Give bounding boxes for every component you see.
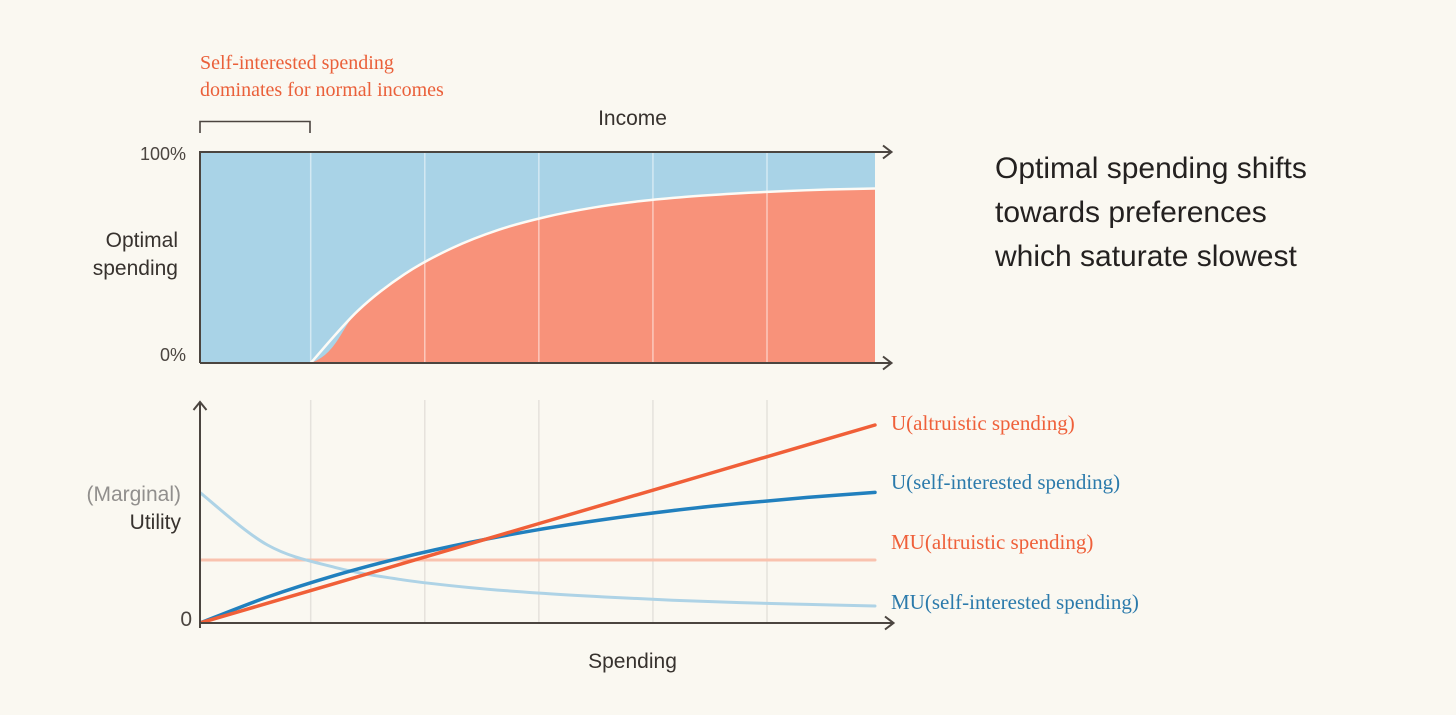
bottom-chart-axes: [192, 400, 896, 631]
annotation-bracket: [199, 120, 311, 133]
top-chart: [199, 120, 894, 371]
top-chart-y-axis-title: Optimal spending: [40, 227, 178, 283]
bottom-chart-y-axis-title: (Marginal) Utility: [40, 481, 181, 537]
bottom-chart-x-axis-title: Spending: [588, 650, 677, 673]
top-chart-y-axis-title-line2: spending: [92, 257, 178, 280]
label-mu-altruistic: MU(altruistic spending): [891, 530, 1094, 554]
bottom-chart-y-axis-title-line2: Utility: [129, 511, 181, 534]
top-chart-bottom-axis-arrow-icon: [882, 355, 894, 371]
label-u-altruistic: U(altruistic spending): [891, 411, 1075, 435]
bottom-chart: [192, 400, 896, 631]
curve-u-self: [200, 490, 877, 623]
label-u-self-interested: U(self-interested spending): [891, 470, 1121, 494]
top-chart-left-top-axis: [199, 151, 890, 363]
headline: Optimal spending shifts towards preferen…: [995, 152, 1307, 273]
label-mu-self-interested: MU(self-interested spending): [891, 590, 1139, 614]
top-chart-tick-0: 0%: [159, 345, 186, 365]
area-altruistic: [200, 188, 875, 363]
share-boundary-line: [309, 187, 875, 363]
top-chart-top-axis-arrow-icon: [882, 144, 894, 160]
bottom-chart-y-axis-title-line1: (Marginal): [86, 483, 181, 506]
bottom-chart-x-axis-arrow-icon: [884, 615, 896, 631]
top-chart-areas: [200, 152, 875, 363]
bottom-chart-curves: [200, 423, 877, 623]
top-chart-axes: [199, 120, 894, 371]
bottom-chart-y-axis-arrow-icon: [192, 400, 208, 411]
top-annotation: Self-interested spending dominates for n…: [200, 50, 444, 104]
top-annotation-line1: Self-interested spending: [200, 52, 394, 74]
curve-u-altruistic: [200, 423, 877, 623]
top-annotation-line2: dominates for normal incomes: [200, 79, 444, 101]
top-chart-tick-100: 100%: [139, 144, 186, 164]
top-chart-x-axis-title: Income: [598, 107, 667, 130]
bottom-chart-gridlines: [309, 400, 768, 623]
bottom-chart-origin-tick: 0: [180, 608, 192, 631]
curve-mu-self: [200, 491, 877, 608]
top-chart-y-axis-title-line1: Optimal: [105, 229, 178, 252]
